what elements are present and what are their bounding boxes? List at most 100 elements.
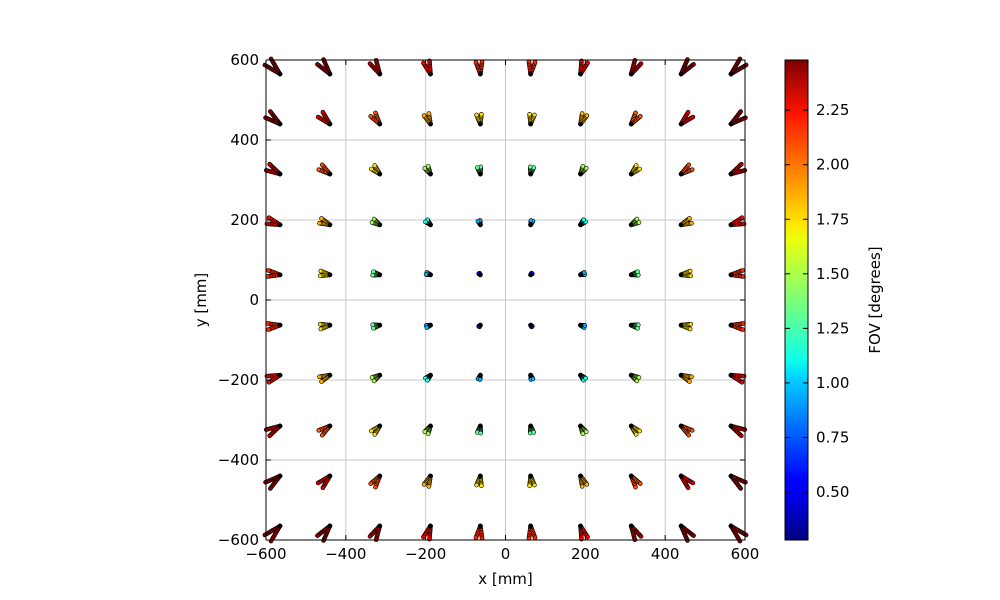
- data-point: [316, 167, 322, 172]
- data-point-center: [428, 322, 433, 328]
- data-point: [638, 534, 644, 539]
- data-point-center: [277, 121, 283, 127]
- data-point-center: [428, 71, 433, 77]
- data-point-center: [528, 423, 534, 429]
- data-point-center: [628, 322, 634, 328]
- data-point-center: [628, 523, 634, 529]
- data-point-center: [728, 171, 734, 177]
- data-point-center: [528, 473, 534, 479]
- data-point: [635, 322, 641, 328]
- data-point: [318, 326, 324, 332]
- data-point-center: [428, 222, 433, 228]
- data-point-center: [327, 222, 333, 228]
- data-point: [638, 114, 643, 119]
- data-point: [424, 325, 430, 330]
- data-point: [422, 429, 428, 434]
- data-point: [475, 165, 480, 170]
- colorbar-tick-label: 1.50: [816, 265, 849, 283]
- data-point-center: [628, 473, 634, 479]
- data-point: [317, 273, 323, 279]
- data-point-center: [327, 272, 333, 278]
- data-point: [687, 379, 692, 384]
- data-point: [739, 379, 745, 385]
- data-point: [738, 486, 743, 491]
- data-point: [477, 377, 483, 382]
- y-tick-label: −400: [218, 451, 259, 469]
- data-point: [687, 268, 693, 274]
- axis-ticks: −600 −400 −200 0 200 400 600 −600 −400 −200 0 200 40…: [218, 51, 760, 563]
- data-point: [475, 218, 481, 224]
- data-point-center: [477, 473, 483, 479]
- data-point-center: [578, 322, 583, 328]
- data-point: [369, 375, 375, 380]
- data-point-center: [678, 322, 684, 328]
- data-point: [320, 109, 326, 115]
- data-point-center: [477, 71, 483, 77]
- data-point-center: [277, 322, 283, 328]
- y-tick-label: 400: [230, 131, 259, 149]
- data-point: [528, 218, 534, 223]
- colorbar-ticks: 0.50 0.75 1.00 1.25 1.50 1.75 2.00 2.25: [785, 101, 849, 501]
- data-point: [582, 323, 588, 328]
- data-point-center: [377, 171, 383, 177]
- data-point: [584, 113, 590, 118]
- data-point-center: [477, 121, 483, 127]
- x-tick-label: 400: [651, 545, 680, 563]
- colorbar: [784, 59, 809, 541]
- data-point-center: [678, 523, 684, 529]
- data-point-center: [477, 322, 483, 328]
- data-point: [371, 216, 377, 222]
- data-point-center: [377, 372, 383, 378]
- data-point-center: [628, 423, 634, 429]
- data-point: [473, 535, 479, 541]
- data-point-center: [578, 523, 583, 529]
- data-point-center: [578, 473, 583, 479]
- data-point: [268, 109, 273, 114]
- data-point-center: [377, 322, 383, 328]
- data-point-center: [327, 523, 333, 529]
- colorbar-tick-label: 1.25: [816, 319, 849, 337]
- x-tick-label: −400: [325, 545, 366, 563]
- data-point: [373, 110, 378, 116]
- data-point-center: [678, 473, 684, 479]
- data-point-center: [327, 121, 333, 127]
- data-point-center: [327, 322, 333, 328]
- data-point-center: [528, 322, 534, 328]
- data-point: [739, 215, 745, 221]
- data-point: [370, 272, 376, 278]
- data-point-center: [428, 372, 433, 378]
- data-point: [368, 481, 373, 486]
- data-point: [532, 59, 538, 65]
- data-point-center: [728, 222, 734, 228]
- data-point: [373, 484, 378, 490]
- data-point: [686, 162, 692, 168]
- data-point: [531, 430, 536, 435]
- data-point-center: [327, 71, 333, 77]
- data-point: [317, 220, 322, 226]
- x-tick-label: 600: [731, 545, 760, 563]
- x-tick-label: −600: [245, 545, 286, 563]
- data-point: [581, 270, 587, 275]
- data-point-center: [678, 71, 684, 77]
- data-point: [369, 166, 374, 172]
- data-point-center: [477, 272, 483, 278]
- data-point: [637, 428, 642, 434]
- colorbar-label: FOV [degrees]: [866, 246, 884, 353]
- data-point-center: [377, 523, 383, 529]
- x-axis-label: x [mm]: [478, 570, 533, 588]
- data-point-center: [628, 121, 634, 127]
- data-point: [691, 533, 696, 538]
- data-point: [638, 61, 644, 66]
- data-point-center: [528, 372, 534, 378]
- data-point: [425, 431, 431, 437]
- data-point: [527, 164, 533, 170]
- y-axis-label: y [mm]: [192, 273, 210, 328]
- data-point-center: [728, 473, 734, 479]
- data-point: [316, 428, 322, 433]
- data-point: [319, 162, 325, 168]
- data-point-center: [628, 71, 634, 77]
- data-point-center: [477, 372, 483, 378]
- data-point-center: [377, 222, 383, 228]
- data-point-center: [528, 222, 534, 228]
